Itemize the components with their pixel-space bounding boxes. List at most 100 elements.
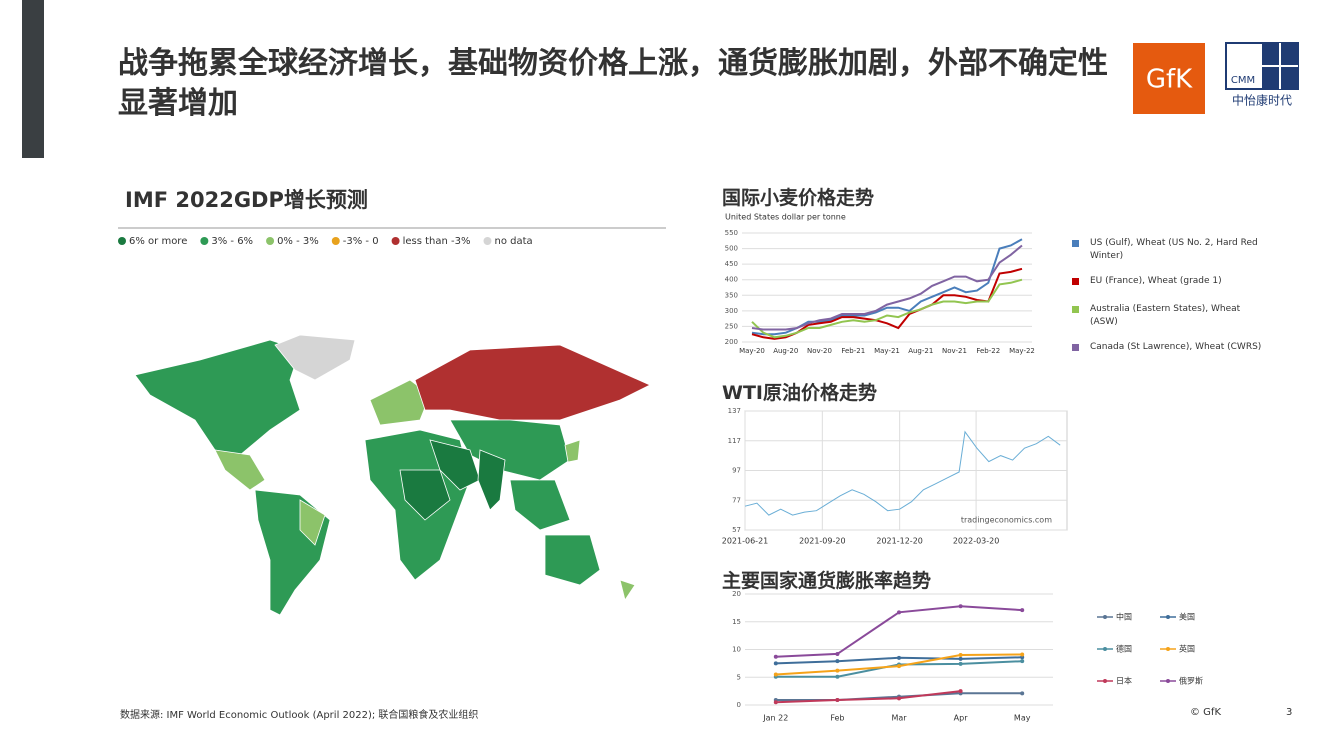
legend-label: 中国 xyxy=(1116,612,1132,622)
point xyxy=(897,664,901,669)
chart-title: 主要国家通货膨胀率趋势 xyxy=(722,570,932,592)
legend-label: US (Gulf), Wheat (US No. 2, Hard Red Win… xyxy=(1090,238,1258,261)
world-map xyxy=(134,334,651,616)
legend-label: less than -3% xyxy=(403,236,471,247)
point xyxy=(897,696,901,701)
point xyxy=(773,654,778,659)
point xyxy=(958,689,963,694)
legend-swatch xyxy=(1072,240,1079,247)
series-line xyxy=(744,430,1061,516)
legend-swatch xyxy=(1072,344,1079,351)
legend-label: 3% - 6% xyxy=(211,236,253,247)
point xyxy=(958,656,963,661)
x-tick-label: Feb xyxy=(830,714,844,723)
legend-swatch xyxy=(1072,278,1079,285)
point xyxy=(897,655,901,660)
point xyxy=(1020,659,1025,664)
x-tick-label: Feb-21 xyxy=(841,347,865,355)
legend-dot xyxy=(118,237,126,245)
x-tick-label: Aug-21 xyxy=(908,347,933,355)
point xyxy=(835,674,840,679)
y-tick-label: 5 xyxy=(737,673,741,681)
x-tick-label: May xyxy=(1014,714,1031,723)
x-tick-label: Aug-20 xyxy=(773,347,798,355)
legend-label: EU (France), Wheat (grade 1) xyxy=(1090,276,1222,286)
source-note: 数据来源: IMF World Economic Outlook (April … xyxy=(120,710,479,721)
legend-swatch xyxy=(1072,306,1079,313)
y-tick-label: 250 xyxy=(725,322,738,330)
point xyxy=(835,668,840,673)
legend-label: 英国 xyxy=(1179,644,1195,654)
x-tick-label: May-20 xyxy=(739,347,765,355)
series-line xyxy=(751,238,1023,336)
point xyxy=(835,651,840,656)
series-line xyxy=(751,244,1023,331)
x-tick-label: 2022-03-20 xyxy=(953,537,1000,546)
x-tick-label: 2021-09-20 xyxy=(799,537,846,546)
y-axis-label: United States dollar per tonne xyxy=(725,213,846,222)
cmm-logo xyxy=(1225,42,1299,90)
x-tick-label: May-22 xyxy=(1009,347,1035,355)
legend-dot xyxy=(391,237,400,245)
x-tick-label: Feb-22 xyxy=(976,347,1000,355)
legend-marker xyxy=(1166,679,1170,683)
legend-marker xyxy=(1103,647,1107,651)
chart-title: WTI原油价格走势 xyxy=(722,382,877,404)
y-tick-label: 550 xyxy=(725,229,738,237)
x-tick-label: Nov-20 xyxy=(807,347,832,355)
legend-entry: US (Gulf), Wheat (US No. 2, Hard Red Win… xyxy=(1072,237,1265,263)
point xyxy=(958,653,963,658)
x-tick-label: Apr xyxy=(954,714,969,723)
legend-marker xyxy=(1166,647,1170,651)
point xyxy=(773,672,778,677)
map-title: IMF 2022GDP增长预测 xyxy=(125,188,368,212)
watermark: tradingeconomics.com xyxy=(961,516,1052,525)
legend-label: -3% - 0 xyxy=(343,236,379,247)
y-tick-label: 500 xyxy=(725,245,738,253)
y-tick-label: 97 xyxy=(732,467,741,475)
x-tick-label: 2021-12-20 xyxy=(876,537,923,546)
y-tick-label: 57 xyxy=(732,526,741,534)
legend-label: no data xyxy=(494,236,532,247)
y-tick-label: 400 xyxy=(725,276,738,284)
series-line xyxy=(751,278,1023,339)
y-tick-label: 137 xyxy=(728,407,741,415)
y-tick-label: 117 xyxy=(728,437,741,445)
y-tick-label: 20 xyxy=(732,590,741,598)
legend-dot xyxy=(266,237,275,245)
cmm-logo-text: CMM xyxy=(1231,75,1255,86)
legend-entry: EU (France), Wheat (grade 1) xyxy=(1072,275,1265,288)
legend-marker xyxy=(1166,615,1170,619)
point xyxy=(1020,655,1025,660)
x-tick-label: Mar xyxy=(891,714,907,723)
point xyxy=(1020,652,1025,657)
legend-entry: Australia (Eastern States), Wheat (ASW) xyxy=(1072,303,1265,329)
y-tick-label: 0 xyxy=(737,701,741,709)
legend-label: 0% - 3% xyxy=(277,236,319,247)
legend-label: 德国 xyxy=(1116,644,1132,654)
legend-label: 美国 xyxy=(1179,612,1195,622)
legend-label: 6% or more xyxy=(129,236,187,247)
series-line xyxy=(775,690,961,704)
legend-label: Australia (Eastern States), Wheat (ASW) xyxy=(1090,304,1241,327)
y-tick-label: 350 xyxy=(725,291,738,299)
legend-dot xyxy=(483,237,492,245)
gfk-logo-text: GfK xyxy=(1146,65,1193,95)
legend-dot xyxy=(200,237,209,245)
point xyxy=(897,610,901,615)
point xyxy=(773,661,778,666)
copyright: © GfK xyxy=(1190,707,1222,718)
x-tick-label: Nov-21 xyxy=(942,347,967,355)
y-tick-label: 300 xyxy=(725,307,738,315)
x-tick-label: 2021-06-21 xyxy=(722,537,769,546)
y-tick-label: 200 xyxy=(725,338,738,346)
gfk-logo xyxy=(1133,43,1205,114)
point xyxy=(958,661,963,666)
legend-label: 日本 xyxy=(1116,676,1132,686)
x-tick-label: May-21 xyxy=(874,347,900,355)
legend-label: Canada (St Lawrence), Wheat (CWRS) xyxy=(1090,342,1262,352)
y-tick-label: 15 xyxy=(732,618,741,626)
point xyxy=(1020,691,1025,696)
